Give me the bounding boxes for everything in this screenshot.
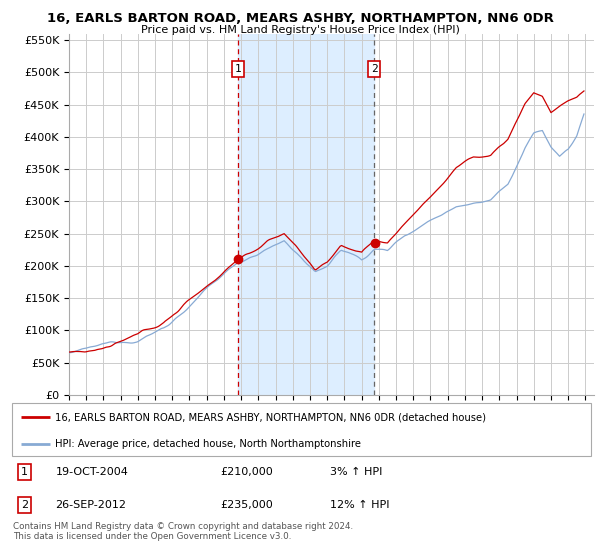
Text: 3% ↑ HPI: 3% ↑ HPI [331,467,383,477]
Text: 2: 2 [371,64,377,74]
Text: 12% ↑ HPI: 12% ↑ HPI [331,500,390,510]
Text: £210,000: £210,000 [220,467,273,477]
Text: 2: 2 [21,500,28,510]
Text: HPI: Average price, detached house, North Northamptonshire: HPI: Average price, detached house, Nort… [55,438,361,449]
FancyBboxPatch shape [12,403,591,456]
Text: 1: 1 [235,64,241,74]
Text: 26-SEP-2012: 26-SEP-2012 [55,500,127,510]
Text: 19-OCT-2004: 19-OCT-2004 [55,467,128,477]
Text: 16, EARLS BARTON ROAD, MEARS ASHBY, NORTHAMPTON, NN6 0DR (detached house): 16, EARLS BARTON ROAD, MEARS ASHBY, NORT… [55,412,487,422]
Bar [238,34,374,395]
Text: Price paid vs. HM Land Registry's House Price Index (HPI): Price paid vs. HM Land Registry's House … [140,25,460,35]
Text: Contains HM Land Registry data © Crown copyright and database right 2024.
This d: Contains HM Land Registry data © Crown c… [13,522,353,542]
Text: 16, EARLS BARTON ROAD, MEARS ASHBY, NORTHAMPTON, NN6 0DR: 16, EARLS BARTON ROAD, MEARS ASHBY, NORT… [47,12,553,25]
Text: £235,000: £235,000 [220,500,273,510]
Text: 1: 1 [21,467,28,477]
